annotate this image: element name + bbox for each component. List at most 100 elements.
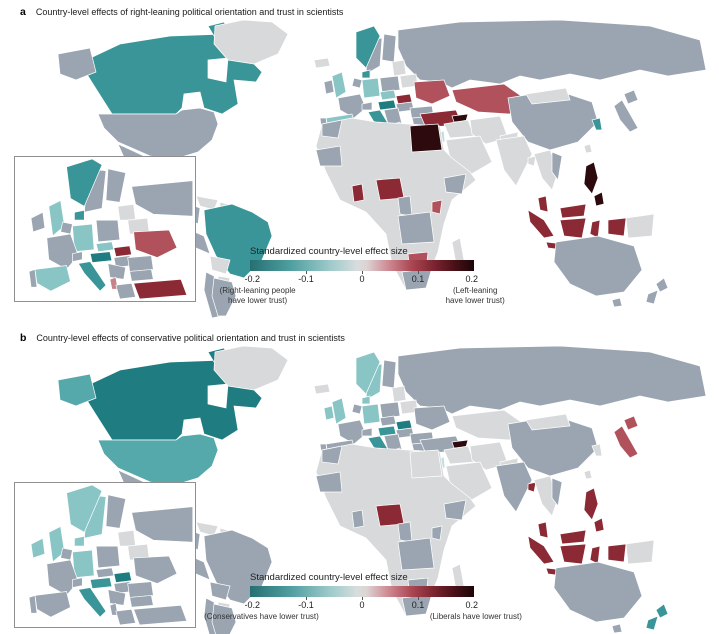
country-bulgaria: [129, 595, 154, 608]
country-norway: [355, 351, 381, 395]
country-indonesia: [589, 219, 601, 239]
country-argentina: [211, 277, 237, 317]
country-uganda: [431, 525, 443, 541]
country-france: [46, 559, 79, 596]
country-mongolia: [525, 87, 571, 105]
panel-b: b Country-level effects of conservative …: [0, 326, 719, 634]
country-malaysia: [559, 203, 587, 219]
country-ghana: [351, 183, 365, 203]
panel-b-label: b: [20, 332, 27, 344]
country-germany: [361, 77, 381, 99]
colorbar-tickmark: [306, 271, 307, 274]
country-switzerland: [361, 427, 373, 437]
country-nigeria: [375, 177, 405, 201]
colorbar-tickmark: [362, 597, 363, 600]
country-indonesia: [527, 535, 555, 565]
europe-inset-a: [14, 156, 196, 302]
country-france: [337, 419, 367, 445]
country-indonesia: [607, 543, 627, 563]
colorbar-gradient: [250, 260, 474, 274]
panel-a-title: Country-level effects of right-leaning p…: [35, 7, 344, 17]
colorbar-tick: 0.2: [465, 600, 479, 610]
country-iceland: [313, 383, 331, 395]
country-ethiopia: [443, 499, 467, 521]
country-vietnam: [551, 151, 563, 181]
country-japan: [623, 89, 639, 105]
country-ireland: [30, 537, 46, 559]
country-ukraine: [413, 405, 451, 431]
colorbar-right-note-b: (Liberals have lower trust): [429, 612, 522, 621]
colorbar-a: Standardized country-level effect size -…: [220, 246, 505, 305]
colorbar-tick: -0.1: [298, 274, 314, 284]
country-taiwan: [583, 469, 593, 480]
country-indonesia: [559, 543, 587, 565]
country-australia: [611, 297, 623, 308]
country-balkans: [107, 263, 127, 280]
country-greenland: [213, 346, 289, 391]
country-finland: [105, 494, 127, 529]
country-norway: [355, 25, 381, 69]
country-new_guinea: [625, 539, 655, 565]
colorbar-title: Standardized country-level effect size: [250, 572, 408, 583]
country-netherlands: [60, 547, 73, 561]
colorbar-tick: -0.2: [244, 274, 260, 284]
country-bulgaria: [129, 269, 154, 282]
country-greece: [115, 608, 137, 626]
country-portugal: [28, 594, 38, 614]
country-japan: [623, 415, 639, 431]
country-philippines: [583, 161, 599, 195]
panel-b-title: Country-level effects of conservative po…: [36, 333, 345, 343]
country-westafrica: [315, 145, 343, 167]
colorbar-tick: 0.1: [411, 274, 425, 284]
country-vietnam: [551, 477, 563, 507]
country-poland: [379, 75, 401, 93]
country-africa_base: [315, 443, 477, 617]
country-indonesia: [527, 209, 555, 239]
country-norway: [66, 484, 103, 533]
panel-a-label: a: [20, 6, 26, 18]
europe-map-a: [28, 158, 194, 300]
country-slovakia: [113, 245, 133, 257]
country-philippines: [593, 191, 605, 207]
country-nz: [645, 615, 659, 631]
country-turkey: [133, 604, 188, 626]
country-new_guinea: [625, 213, 655, 239]
country-ireland: [323, 79, 335, 95]
panel-a: a Country-level effects of right-leaning…: [14, 6, 707, 319]
country-iceland: [313, 57, 331, 69]
country-denmark: [361, 69, 371, 79]
country-uganda: [431, 199, 443, 215]
country-syria_iraq: [443, 119, 475, 139]
europe-inset-b: [14, 482, 196, 628]
country-poland: [95, 219, 121, 243]
country-syria_iraq: [443, 445, 475, 465]
country-spain: [34, 591, 71, 618]
country-bolivia: [209, 255, 231, 275]
country-malaysia: [537, 521, 549, 539]
country-germany: [361, 403, 381, 425]
country-netherlands: [351, 77, 363, 89]
country-korea: [591, 117, 603, 131]
country-russia: [131, 180, 194, 217]
country-czechia: [379, 415, 397, 427]
country-switzerland: [72, 251, 83, 262]
country-malaysia: [559, 529, 587, 545]
country-russia: [397, 346, 707, 415]
country-uk: [331, 71, 347, 99]
country-denmark: [361, 395, 371, 405]
country-nz: [655, 603, 669, 619]
country-nigeria: [375, 503, 405, 527]
country-ethiopia: [443, 173, 467, 195]
country-finland: [381, 359, 397, 389]
country-cameroon: [397, 195, 413, 217]
water-body: [207, 57, 229, 83]
country-nz: [645, 289, 659, 305]
country-philippines: [593, 517, 605, 533]
colorbar-tick: 0.1: [411, 600, 425, 610]
country-greece: [115, 282, 137, 300]
colorbar-tick: -0.1: [298, 600, 314, 610]
colorbar-tick: -0.2: [244, 600, 260, 610]
country-indonesia: [559, 217, 587, 239]
water-body: [207, 383, 229, 409]
country-bolivia: [209, 581, 231, 601]
